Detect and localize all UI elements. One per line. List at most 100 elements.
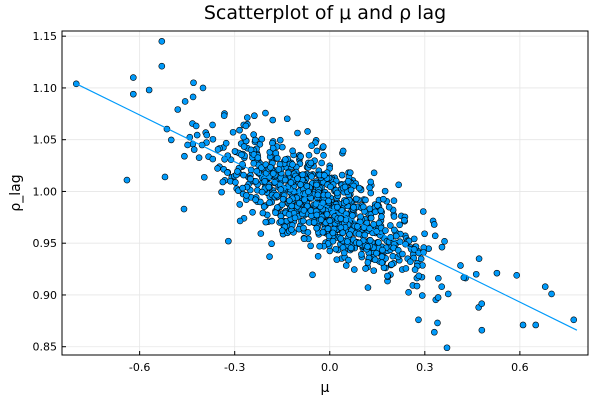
chart-title: Scatterplot of μ and ρ lag: [204, 2, 446, 24]
data-point: [355, 184, 363, 192]
data-point: [370, 221, 377, 228]
data-point: [411, 266, 419, 273]
data-point: [209, 121, 216, 129]
data-point: [319, 143, 327, 150]
data-point: [158, 62, 166, 70]
data-point: [203, 131, 211, 139]
data-point: [394, 246, 402, 254]
data-point: [308, 173, 315, 180]
data-point: [308, 142, 315, 150]
data-point: [219, 178, 227, 186]
data-point: [252, 177, 260, 185]
data-point: [130, 74, 137, 81]
data-point: [377, 207, 385, 214]
data-point: [316, 242, 323, 250]
data-point: [189, 93, 197, 101]
data-point: [304, 128, 311, 135]
data-point: [379, 246, 386, 254]
x-tick-label: -0.3: [224, 361, 245, 374]
data-points: [72, 38, 578, 352]
data-point: [145, 86, 153, 94]
data-point: [333, 189, 341, 197]
y-tick-label: 1.15: [33, 30, 58, 43]
data-point: [297, 181, 304, 188]
data-point: [268, 217, 276, 225]
data-point: [275, 166, 283, 173]
data-point: [387, 222, 394, 229]
data-point: [258, 135, 266, 143]
data-point: [339, 229, 347, 237]
data-point: [364, 284, 372, 291]
data-point: [354, 223, 361, 230]
data-point: [262, 109, 269, 117]
data-point: [388, 261, 395, 268]
data-point: [421, 230, 428, 238]
data-point: [329, 237, 337, 245]
data-point: [329, 229, 337, 237]
data-point: [519, 321, 527, 329]
data-point: [72, 80, 80, 88]
data-point: [419, 208, 427, 215]
data-point: [261, 178, 269, 185]
data-point: [214, 146, 222, 153]
data-point: [269, 170, 277, 177]
data-point: [250, 160, 258, 167]
data-point: [209, 135, 217, 143]
plot-frame: [61, 30, 589, 356]
data-point: [181, 152, 188, 160]
data-point: [283, 115, 291, 123]
data-point: [266, 199, 273, 207]
data-point: [360, 203, 367, 211]
data-point: [247, 175, 254, 183]
data-point: [513, 271, 521, 279]
y-axis-label: ρ_lag: [8, 174, 24, 211]
data-point: [279, 195, 287, 203]
y-tick-label: 0.85: [33, 341, 58, 354]
data-point: [180, 205, 188, 213]
data-point: [324, 191, 332, 199]
data-point: [355, 239, 363, 247]
data-point: [457, 262, 464, 269]
data-point: [250, 131, 257, 138]
data-point: [309, 271, 316, 279]
data-point: [269, 144, 277, 152]
data-point: [345, 256, 352, 264]
data-point: [438, 283, 446, 290]
data-point: [413, 282, 421, 290]
data-point: [277, 218, 285, 225]
y-tick-label: 1.10: [33, 82, 58, 95]
data-point: [326, 217, 334, 225]
data-point: [195, 154, 203, 161]
data-point: [313, 181, 320, 189]
data-point: [279, 143, 286, 151]
data-point: [199, 84, 207, 92]
data-point: [222, 139, 230, 147]
data-point: [406, 258, 414, 265]
data-point: [384, 272, 391, 280]
data-point: [288, 226, 295, 233]
x-axis-ticks: -0.6 -0.3 0.0 0.3 0.6: [129, 351, 529, 374]
data-point: [548, 290, 555, 298]
x-axis-label: μ: [321, 380, 330, 396]
data-point: [307, 242, 314, 250]
data-point: [319, 228, 327, 236]
data-point: [123, 176, 131, 184]
data-point: [289, 161, 296, 168]
data-point: [259, 209, 267, 217]
data-point: [236, 201, 244, 208]
data-point: [238, 151, 245, 159]
data-point: [190, 146, 198, 153]
data-point: [269, 116, 277, 124]
data-point: [338, 171, 346, 179]
data-point: [378, 213, 385, 220]
data-point: [390, 197, 398, 205]
data-point: [570, 316, 578, 324]
data-point: [220, 112, 228, 119]
data-point: [299, 171, 306, 178]
data-point: [441, 238, 448, 245]
data-point: [375, 239, 382, 246]
data-point: [303, 182, 311, 190]
data-point: [260, 203, 268, 210]
data-point: [443, 344, 451, 352]
data-point: [285, 211, 293, 218]
